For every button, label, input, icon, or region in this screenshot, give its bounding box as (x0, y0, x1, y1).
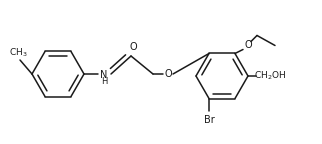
Text: CH$_3$: CH$_3$ (9, 47, 27, 59)
Text: N: N (100, 70, 108, 80)
Text: O: O (244, 40, 252, 51)
Text: O: O (164, 69, 172, 79)
Text: Br: Br (204, 114, 214, 125)
Text: CH$_2$OH: CH$_2$OH (254, 70, 286, 82)
Text: O: O (129, 42, 137, 52)
Text: H: H (101, 76, 107, 86)
